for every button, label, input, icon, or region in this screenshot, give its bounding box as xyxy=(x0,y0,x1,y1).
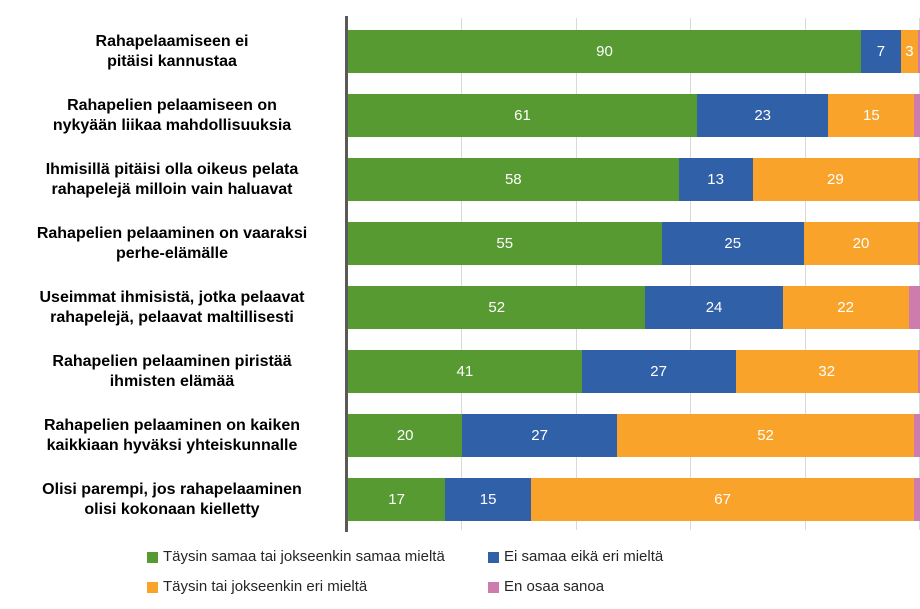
bar-segment-disagree: 15 xyxy=(828,94,915,137)
bar-row: 41 27 32 xyxy=(348,350,920,393)
value-label: 23 xyxy=(754,107,772,124)
bar-segment-no_opinion xyxy=(914,94,920,137)
bar-segment-disagree: 3 xyxy=(900,30,918,73)
bar-segment-no_opinion xyxy=(917,158,920,201)
bar-segment-no_opinion xyxy=(918,222,920,265)
bar-row: 20 27 52 xyxy=(348,414,920,457)
bar-segment-neutral: 13 xyxy=(678,158,753,201)
bar-segment-agree: 55 xyxy=(348,222,662,265)
bar-segment-disagree: 32 xyxy=(735,350,918,393)
value-label: 27 xyxy=(531,427,548,444)
bar-row: 52 24 22 xyxy=(348,286,920,329)
bar-segment-disagree: 29 xyxy=(752,158,918,201)
gridline xyxy=(575,18,577,530)
value-label: 67 xyxy=(714,491,731,508)
value-label: 17 xyxy=(388,491,405,508)
bar-row: 17 15 67 xyxy=(348,478,920,521)
bar-segment-agree: 20 xyxy=(348,414,463,457)
bar-segment-no_opinion xyxy=(917,350,920,393)
value-label: 7 xyxy=(876,43,886,60)
bar-segment-neutral: 24 xyxy=(645,286,783,329)
legend-color-swatch xyxy=(147,581,158,593)
bar-segment-no_opinion xyxy=(914,478,920,521)
value-label: 20 xyxy=(852,235,870,252)
y-axis-line xyxy=(345,16,348,532)
value-label: 3 xyxy=(905,43,914,60)
value-label: 58 xyxy=(504,171,522,188)
legend-color-swatch xyxy=(147,551,158,563)
legend-color-swatch xyxy=(488,581,499,593)
value-label: 32 xyxy=(818,363,836,380)
bar-segment-agree: 58 xyxy=(348,158,679,201)
bar-segment-agree: 17 xyxy=(348,478,446,521)
value-label: 29 xyxy=(826,171,844,188)
bar-row: 90 7 3 xyxy=(348,30,920,73)
bar-segment-neutral: 23 xyxy=(696,94,829,137)
bar-segment-no_opinion xyxy=(914,414,920,457)
bar-segment-neutral: 15 xyxy=(445,478,532,521)
value-label: 20 xyxy=(396,427,414,444)
bar-segment-no_opinion xyxy=(908,286,920,329)
value-label: 55 xyxy=(496,235,514,252)
legend-item-disagree: Täysin tai jokseenkin eri mieltä xyxy=(147,577,488,597)
value-label: 15 xyxy=(479,491,497,508)
value-label: 15 xyxy=(863,107,880,124)
category-label: Rahapelien pelaaminen on kaiken kaikkiaa… xyxy=(43,416,301,454)
value-label: 22 xyxy=(837,299,854,316)
legend: Täysin samaa tai jokseenkin samaa mieltä… xyxy=(147,547,663,597)
bar-segment-agree: 61 xyxy=(348,94,697,137)
gridline xyxy=(690,18,692,530)
bar-segment-disagree: 67 xyxy=(531,478,915,521)
value-label: 24 xyxy=(705,299,723,316)
value-label: 41 xyxy=(456,363,474,380)
category-label: Olisi parempi, jos rahapelaaminen olisi … xyxy=(42,480,302,518)
bar-segment-neutral: 27 xyxy=(581,350,736,393)
legend-label: Täysin samaa tai jokseenkin samaa mieltä xyxy=(163,548,445,565)
category-label: Rahapelaamiseen ei pitäisi kannustaa xyxy=(95,32,249,70)
category-label: Ihmisillä pitäisi olla oikeus pelata rah… xyxy=(45,160,299,198)
legend-label: En osaa sanoa xyxy=(504,578,605,595)
value-label: 52 xyxy=(757,427,774,444)
gridline xyxy=(461,18,463,530)
bar-segment-neutral: 7 xyxy=(861,30,901,73)
legend-color-swatch xyxy=(488,551,499,563)
bar-row: 61 23 15 xyxy=(348,94,920,137)
legend-label: Ei samaa eikä eri mieltä xyxy=(504,548,664,565)
legend-label: Täysin tai jokseenkin eri mieltä xyxy=(163,578,368,595)
bar-segment-agree: 52 xyxy=(348,286,646,329)
category-label: Rahapelien pelaamiseen on nykyään liikaa… xyxy=(52,96,292,134)
bar-segment-neutral: 27 xyxy=(462,414,617,457)
bar-segment-disagree: 20 xyxy=(804,222,918,265)
bar-segment-neutral: 25 xyxy=(661,222,804,265)
category-label: Rahapelien pelaaminen on vaaraksi perhe-… xyxy=(36,224,308,262)
bar-segment-agree: 41 xyxy=(348,350,582,393)
value-label: 25 xyxy=(724,235,742,252)
value-label: 61 xyxy=(514,107,531,124)
legend-item-no_opinion: En osaa sanoa xyxy=(488,577,663,597)
bar-segment-no_opinion xyxy=(917,30,920,73)
legend-item-agree: Täysin samaa tai jokseenkin samaa mieltä xyxy=(147,547,488,567)
bar-segment-disagree: 52 xyxy=(616,414,915,457)
value-label: 13 xyxy=(707,171,724,188)
bar-row: 55 25 20 xyxy=(348,222,920,265)
bar-row: 58 13 29 xyxy=(348,158,920,201)
value-label: 90 xyxy=(596,43,613,60)
legend-item-neutral: Ei samaa eikä eri mieltä xyxy=(488,547,663,567)
bar-segment-agree: 90 xyxy=(348,30,861,73)
category-label: Rahapelien pelaaminen piristää ihmisten … xyxy=(52,352,292,390)
gridline xyxy=(804,18,806,530)
bar-segment-disagree: 22 xyxy=(782,286,909,329)
category-label: Useimmat ihmisistä, jotka pelaavat rahap… xyxy=(39,288,305,326)
value-label: 27 xyxy=(650,363,667,380)
value-label: 52 xyxy=(488,299,506,316)
